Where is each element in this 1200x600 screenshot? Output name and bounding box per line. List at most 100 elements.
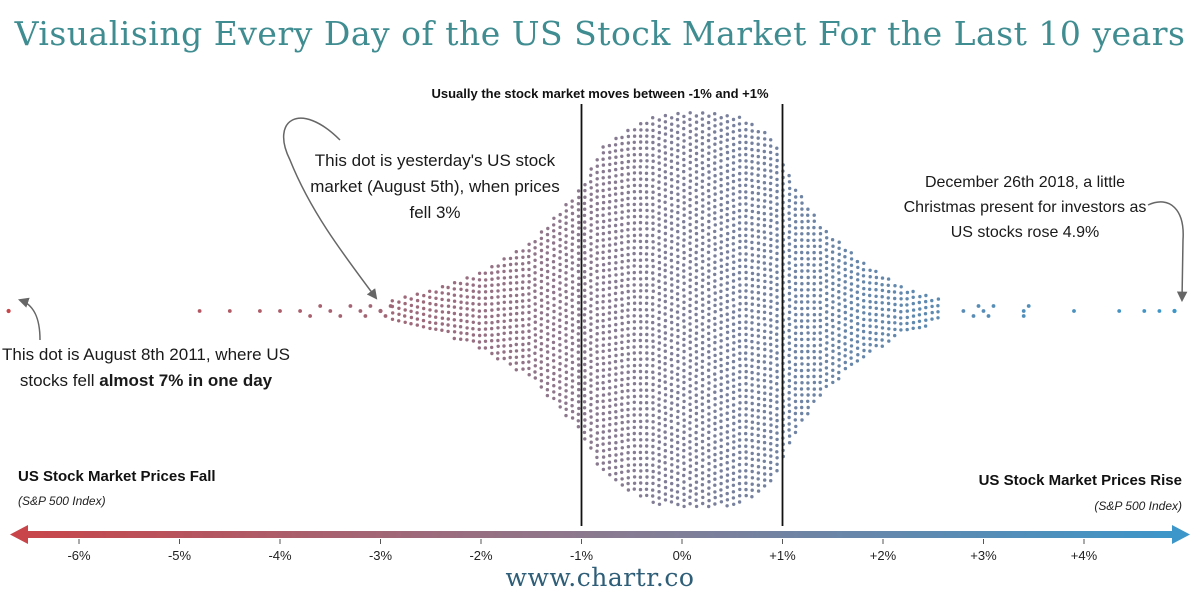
data-point (577, 294, 581, 299)
data-point (707, 238, 711, 242)
data-point (521, 342, 525, 347)
data-point (731, 409, 736, 413)
data-point (676, 143, 680, 147)
data-point (626, 234, 630, 238)
data-point (458, 312, 463, 317)
data-point (769, 398, 773, 403)
data-point (558, 330, 562, 335)
data-point (533, 258, 537, 262)
data-point (669, 252, 674, 256)
data-point (818, 368, 822, 372)
data-point (818, 387, 823, 391)
data-point (626, 481, 630, 486)
data-point (490, 314, 494, 319)
data-point (626, 395, 630, 399)
data-point (806, 262, 810, 267)
data-point (713, 465, 717, 469)
data-point (837, 277, 841, 282)
data-point (632, 208, 637, 213)
data-point (713, 229, 717, 234)
data-point (874, 288, 878, 292)
data-point (545, 325, 550, 330)
data-point (446, 329, 450, 334)
data-point (607, 169, 612, 173)
data-point (762, 440, 767, 445)
data-point (738, 370, 742, 374)
data-point (664, 411, 668, 415)
data-point (452, 287, 456, 291)
data-point (651, 190, 655, 194)
data-point (719, 147, 723, 151)
data-point (440, 285, 445, 289)
data-point (651, 289, 655, 293)
data-point (818, 393, 822, 397)
data-point (675, 161, 680, 165)
data-point (620, 452, 624, 456)
data-point (582, 275, 587, 279)
data-point (824, 329, 829, 333)
data-point (725, 411, 729, 415)
data-point (428, 314, 432, 318)
data-point (737, 209, 742, 213)
data-point (825, 254, 829, 259)
data-point (558, 386, 562, 390)
data-point (601, 399, 605, 403)
data-point (800, 226, 804, 230)
data-point (769, 330, 773, 334)
data-point (657, 409, 661, 413)
data-point (694, 188, 698, 193)
data-point (837, 377, 841, 381)
data-point (899, 310, 903, 314)
data-point (731, 396, 736, 401)
data-point (812, 362, 817, 366)
data-point (700, 266, 704, 270)
data-point (775, 363, 779, 367)
data-point (601, 250, 605, 254)
data-point (620, 389, 624, 394)
data-point (744, 270, 748, 275)
data-point (750, 463, 754, 468)
data-point (719, 116, 723, 120)
data-point (452, 311, 457, 316)
data-point (713, 471, 717, 475)
data-point (713, 340, 717, 345)
data-point (694, 176, 699, 180)
data-point (831, 380, 835, 385)
data-point (744, 314, 748, 318)
data-point (737, 339, 742, 343)
data-point (682, 220, 686, 224)
data-point (663, 461, 667, 465)
data-point (428, 289, 432, 293)
data-point (700, 402, 704, 406)
data-point (731, 266, 736, 271)
data-point (855, 259, 860, 264)
data-point (688, 377, 692, 381)
data-points (6, 111, 1177, 509)
data-point (515, 305, 519, 310)
data-point (558, 212, 562, 217)
data-point (818, 306, 823, 310)
data-point (682, 207, 686, 211)
data-point (843, 298, 847, 302)
data-point (670, 333, 674, 337)
data-point (496, 270, 500, 274)
data-point (570, 391, 575, 395)
data-point (607, 274, 612, 278)
data-point (651, 457, 655, 461)
data-point (713, 130, 717, 134)
data-point (558, 262, 562, 267)
data-point (806, 294, 810, 298)
data-point (595, 183, 599, 187)
data-point (688, 160, 692, 165)
data-point (638, 382, 643, 386)
data-point (713, 266, 717, 270)
data-point (793, 306, 797, 310)
data-point (731, 136, 736, 141)
data-point (719, 314, 723, 318)
data-point (527, 254, 531, 259)
data-point (657, 174, 661, 178)
data-point (775, 165, 779, 169)
data-point (638, 233, 643, 237)
data-point (794, 356, 798, 360)
data-point (651, 240, 655, 244)
